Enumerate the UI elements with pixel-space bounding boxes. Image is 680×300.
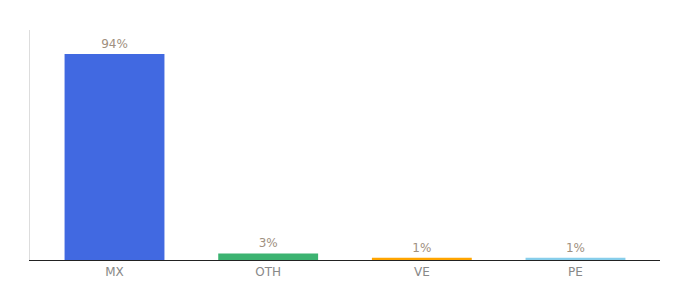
svg-text:94%: 94% [101,37,128,51]
svg-text:1%: 1% [566,241,585,255]
svg-text:VE: VE [414,265,430,279]
svg-text:OTH: OTH [255,265,281,279]
svg-text:3%: 3% [259,236,278,250]
svg-text:1%: 1% [412,241,431,255]
svg-text:PE: PE [568,265,583,279]
svg-text:MX: MX [105,265,124,279]
